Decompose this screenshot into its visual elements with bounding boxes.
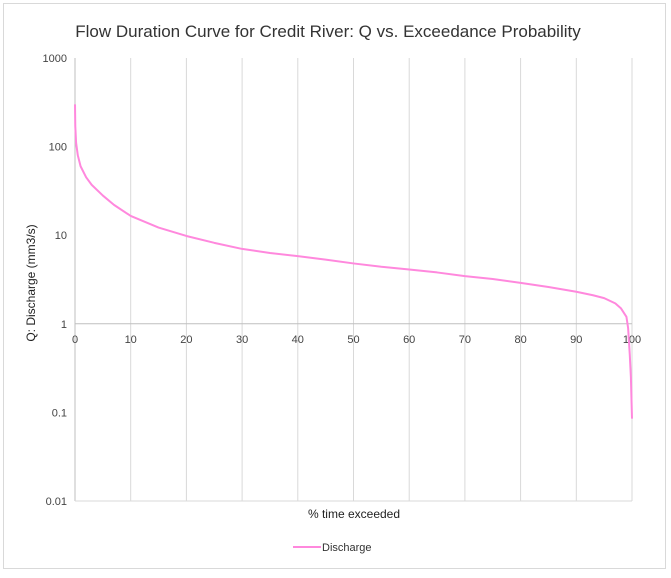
x-tick-label: 0	[72, 334, 78, 346]
y-tick-label: 1000	[43, 53, 67, 65]
y-tick-label: 1	[61, 319, 67, 331]
chart-svg: Flow Duration Curve for Credit River: Q …	[24, 22, 642, 554]
y-tick-label: 0.1	[52, 407, 67, 419]
x-tick-label: 70	[459, 334, 471, 346]
legend: Discharge	[293, 542, 372, 554]
series-layer	[74, 104, 633, 419]
x-tick-label: 100	[623, 334, 641, 346]
x-tick-label: 50	[347, 334, 359, 346]
series-line-discharge	[74, 104, 633, 419]
legend-label-discharge: Discharge	[322, 542, 372, 554]
chart-area: Flow Duration Curve for Credit River: Q …	[3, 3, 666, 569]
chart-title: Flow Duration Curve for Credit River: Q …	[75, 22, 581, 41]
x-axis-title: % time exceeded	[308, 507, 400, 521]
x-tick-label: 10	[125, 334, 137, 346]
tick-labels: 0 10 20 30 40 50 60 70 80 90 100 0.01 0.1 1 10 100 1000	[43, 53, 642, 508]
x-tick-label: 20	[180, 334, 192, 346]
y-axis-title: Q: Discharge (mm3/s)	[24, 224, 38, 341]
gridlines	[130, 58, 633, 501]
x-tick-label: 60	[403, 334, 415, 346]
x-tick-label: 40	[292, 334, 304, 346]
x-tick-label: 30	[236, 334, 248, 346]
y-tick-label: 100	[49, 142, 67, 154]
y-tick-label: 10	[55, 230, 67, 242]
x-tick-label: 90	[570, 334, 582, 346]
y-tick-label: 0.01	[46, 496, 67, 508]
x-tick-label: 80	[514, 334, 526, 346]
